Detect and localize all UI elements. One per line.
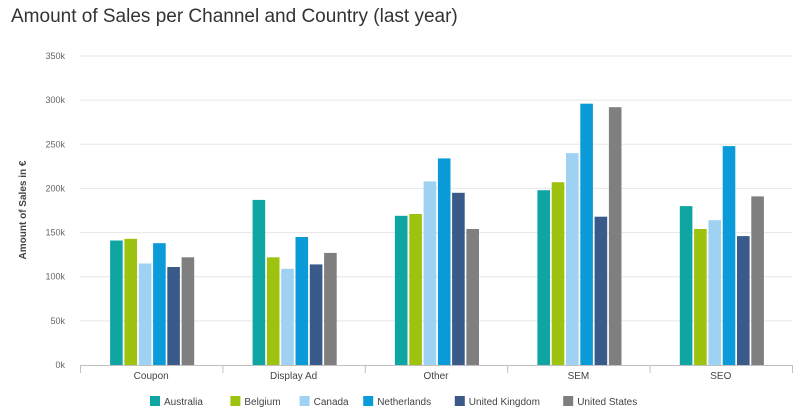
bar-other-australia[interactable] xyxy=(394,215,408,365)
x-tick-label: Other xyxy=(423,371,449,382)
bar-sem-united-states[interactable] xyxy=(608,107,622,365)
bar-seo-australia[interactable] xyxy=(679,206,693,365)
y-tick-label: 50k xyxy=(50,316,65,326)
bar-other-belgium[interactable] xyxy=(409,214,422,365)
bar-coupon-belgium[interactable] xyxy=(124,238,137,365)
legend-swatch xyxy=(454,396,465,406)
legend-item-australia[interactable]: Australia xyxy=(150,396,203,408)
bar-display-ad-united-kingdom[interactable] xyxy=(309,264,323,365)
bar-seo-united-kingdom[interactable] xyxy=(737,236,750,365)
legend-label: Australia xyxy=(164,397,203,408)
bar-sem-australia[interactable] xyxy=(537,190,550,365)
legend-item-united-states[interactable]: United States xyxy=(563,396,637,408)
y-tick-label: 0k xyxy=(55,360,65,370)
legend-label: Netherlands xyxy=(377,397,431,408)
legend-label: United Kingdom xyxy=(469,397,540,408)
y-axis-label: Amount of Sales in € xyxy=(18,160,29,259)
y-axis-ticks: 0k 50k 100k 150k 200k 250k 300k 350k xyxy=(45,51,65,370)
legend-item-united-kingdom[interactable]: United Kingdom xyxy=(454,396,540,408)
bar-coupon-australia[interactable] xyxy=(110,240,123,366)
x-axis-ticks: Coupon Display Ad Other SEM SEO xyxy=(134,371,732,382)
bar-coupon-united-kingdom[interactable] xyxy=(167,267,180,365)
bar-sem-netherlands[interactable] xyxy=(580,103,593,365)
legend-swatch xyxy=(230,396,241,406)
legend-swatch xyxy=(563,396,574,406)
legend: Australia Belgium Canada Netherlands United … xyxy=(150,396,637,408)
bar-coupon-united-states[interactable] xyxy=(181,257,195,365)
x-axis xyxy=(80,365,793,373)
bar-seo-belgium[interactable] xyxy=(694,229,707,365)
y-tick-label: 200k xyxy=(45,183,65,193)
bar-display-ad-australia[interactable] xyxy=(252,199,266,365)
y-tick-label: 350k xyxy=(45,51,65,61)
legend-item-belgium[interactable]: Belgium xyxy=(230,396,281,408)
bar-display-ad-netherlands[interactable] xyxy=(295,237,309,365)
x-tick-label: SEM xyxy=(568,371,590,382)
bar-coupon-canada[interactable] xyxy=(138,263,152,366)
chart-title: Amount of Sales per Channel and Country … xyxy=(11,6,458,27)
bar-seo-canada[interactable] xyxy=(708,220,721,365)
bar-sem-united-kingdom[interactable] xyxy=(594,216,608,365)
bar-sem-belgium[interactable] xyxy=(551,182,565,365)
legend-swatch xyxy=(150,396,160,406)
legend-label: United States xyxy=(577,397,637,408)
x-tick-label: Coupon xyxy=(134,371,169,382)
bar-sem-canada[interactable] xyxy=(566,153,579,365)
y-tick-label: 250k xyxy=(45,139,65,149)
bar-display-ad-belgium[interactable] xyxy=(266,257,280,365)
y-tick-label: 100k xyxy=(45,272,65,282)
legend-item-canada[interactable]: Canada xyxy=(299,396,349,408)
bar-display-ad-canada[interactable] xyxy=(281,268,294,365)
bar-other-united-states[interactable] xyxy=(466,229,479,365)
x-tick-label: SEO xyxy=(710,371,731,382)
x-tick-label: Display Ad xyxy=(270,371,317,382)
bar-coupon-netherlands[interactable] xyxy=(153,243,166,365)
bar-display-ad-united-states[interactable] xyxy=(324,252,337,365)
legend-swatch xyxy=(299,396,310,406)
bar-other-united-kingdom[interactable] xyxy=(452,192,465,365)
bars xyxy=(110,103,764,366)
legend-label: Belgium xyxy=(244,397,280,408)
legend-label: Canada xyxy=(314,397,349,408)
legend-item-netherlands[interactable]: Netherlands xyxy=(363,396,431,408)
legend-swatch xyxy=(363,396,374,406)
bar-seo-netherlands[interactable] xyxy=(722,146,736,365)
y-tick-label: 300k xyxy=(45,95,65,105)
bar-other-netherlands[interactable] xyxy=(437,158,451,365)
y-tick-label: 150k xyxy=(45,228,65,238)
bar-seo-united-states[interactable] xyxy=(751,196,764,365)
bar-other-canada[interactable] xyxy=(423,181,437,365)
